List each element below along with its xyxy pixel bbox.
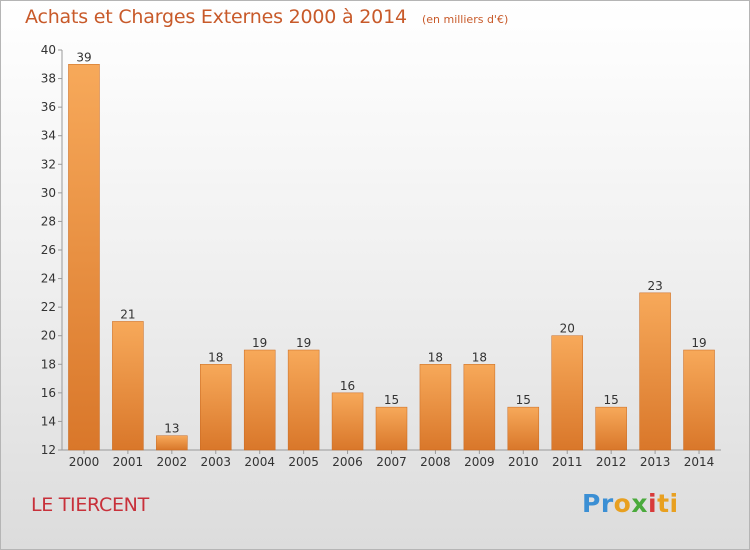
y-tick-label: 38 [41,72,56,86]
bar-2009 [463,364,496,451]
value-label-2004: 19 [252,336,267,350]
y-tick-label: 28 [41,214,56,228]
bar-2006 [331,392,364,451]
chart-subtitle: (en milliers d'€) [421,13,509,26]
x-tick-label-2004: 2004 [244,455,275,469]
bar-2012 [595,406,627,451]
bar-2002 [156,435,188,451]
bar-2011 [551,335,583,451]
x-tick-label-2003: 2003 [200,455,231,469]
x-tick-label-2002: 2002 [157,455,188,469]
y-tick-label: 30 [41,186,56,200]
y-tick-label: 40 [41,43,56,57]
value-label-2005: 19 [296,336,311,350]
value-label-2007: 15 [384,393,399,407]
y-tick-label: 24 [41,272,56,286]
bar-2003 [200,364,232,451]
y-tick-label: 20 [41,329,56,343]
y-tick-label: 18 [41,357,56,371]
bar-2013 [639,292,671,451]
y-tick-label: 16 [41,386,56,400]
value-label-2010: 15 [516,393,531,407]
bar-2004 [243,349,276,451]
label-layer: 39 21 13 18 19 19 16 15 18 18 15 20 15 23 19 [76,50,706,435]
x-tick-label-2007: 2007 [376,455,407,469]
chart-title: Achats et Charges Externes 2000 à 2014 [25,6,407,28]
y-tick-label: 22 [41,300,56,314]
y-tick-label: 36 [41,100,56,114]
bar-2014 [683,349,715,451]
x-tick-label-2009: 2009 [464,455,495,469]
x-tick-label-2005: 2005 [288,455,319,469]
x-tick-label-2001: 2001 [113,455,144,469]
value-label-2011: 20 [560,322,575,336]
bar-2008 [419,364,452,451]
value-label-2013: 23 [647,279,662,293]
bar-layer [68,64,715,451]
y-tick-label: 12 [41,443,56,457]
y-tick-label: 14 [41,414,56,428]
y-tick-label: 26 [41,243,56,257]
x-tick-label-2014: 2014 [684,455,715,469]
value-label-2006: 16 [340,379,355,393]
value-label-2009: 18 [472,350,487,364]
x-tick-label-2008: 2008 [420,455,451,469]
title-row: Achats et Charges Externes 2000 à 2014 (… [25,6,508,28]
x-tick-label-2012: 2012 [596,455,627,469]
y-tick-label: 32 [41,157,56,171]
value-label-2008: 18 [428,350,443,364]
bar-2001 [112,321,144,451]
bar-2007 [375,406,408,451]
y-tick-label: 34 [41,129,56,143]
value-label-2000: 39 [76,50,91,64]
x-tick-label-2000: 2000 [69,455,100,469]
axis-layer: 12 14 16 18 20 22 24 26 28 30 32 34 36 38 40 2000 2001 20… [41,43,721,469]
value-label-2012: 15 [604,393,619,407]
value-label-2014: 19 [691,336,706,350]
location-label: LE TIERCENT [31,494,149,516]
bar-2005 [287,349,320,451]
x-tick-label-2013: 2013 [640,455,671,469]
bar-2000 [68,64,100,451]
x-tick-label-2010: 2010 [508,455,539,469]
x-tick-label-2006: 2006 [332,455,363,469]
bar-2010 [507,406,540,451]
value-label-2003: 18 [208,350,223,364]
proxiti-logo[interactable]: Proxiti [582,489,679,518]
value-label-2001: 21 [120,307,135,321]
value-label-2002: 13 [164,422,179,436]
x-tick-label-2011: 2011 [552,455,583,469]
